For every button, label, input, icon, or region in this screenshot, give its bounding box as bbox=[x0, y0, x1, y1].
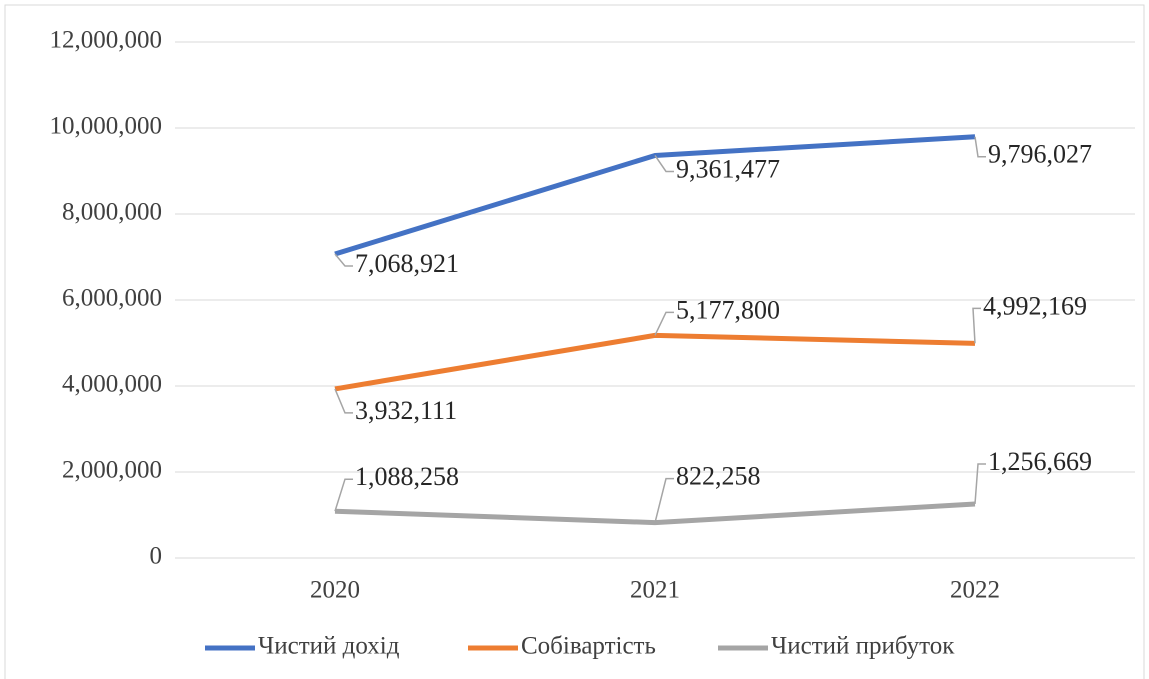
data-label: 7,068,921 bbox=[355, 249, 459, 278]
legend-label: Чистий прибуток bbox=[771, 633, 955, 660]
x-tick-label: 2022 bbox=[950, 577, 1000, 604]
data-label: 4,992,169 bbox=[983, 291, 1087, 320]
data-label: 5,177,800 bbox=[676, 295, 780, 324]
leader-line bbox=[334, 388, 353, 414]
leader-line bbox=[654, 477, 674, 523]
y-tick-label: 8,000,000 bbox=[62, 199, 162, 226]
legend-label: Собівартість bbox=[521, 633, 656, 660]
y-tick-label: 2,000,000 bbox=[62, 457, 162, 484]
y-tick-label: 6,000,000 bbox=[62, 285, 162, 312]
leader-line bbox=[972, 307, 981, 344]
legend-label: Чистий дохід bbox=[258, 633, 400, 660]
x-tick-label: 2021 bbox=[630, 577, 680, 604]
leader-line bbox=[974, 463, 986, 505]
data-label: 9,796,027 bbox=[988, 140, 1092, 169]
data-label: 3,932,111 bbox=[355, 396, 457, 425]
y-tick-label: 12,000,000 bbox=[50, 27, 163, 54]
leader-line bbox=[974, 136, 986, 158]
leader-line bbox=[654, 311, 674, 336]
data-label: 1,088,258 bbox=[355, 462, 459, 491]
y-tick-label: 4,000,000 bbox=[62, 371, 162, 398]
leader-line bbox=[654, 155, 674, 173]
y-tick-label: 10,000,000 bbox=[50, 113, 163, 140]
data-label: 9,361,477 bbox=[676, 154, 780, 183]
data-label: 822,258 bbox=[676, 462, 761, 491]
leader-line bbox=[334, 253, 353, 267]
x-tick-label: 2020 bbox=[310, 577, 360, 604]
leader-line bbox=[334, 478, 353, 512]
data-label: 1,256,669 bbox=[988, 447, 1092, 476]
y-tick-label: 0 bbox=[150, 543, 163, 570]
